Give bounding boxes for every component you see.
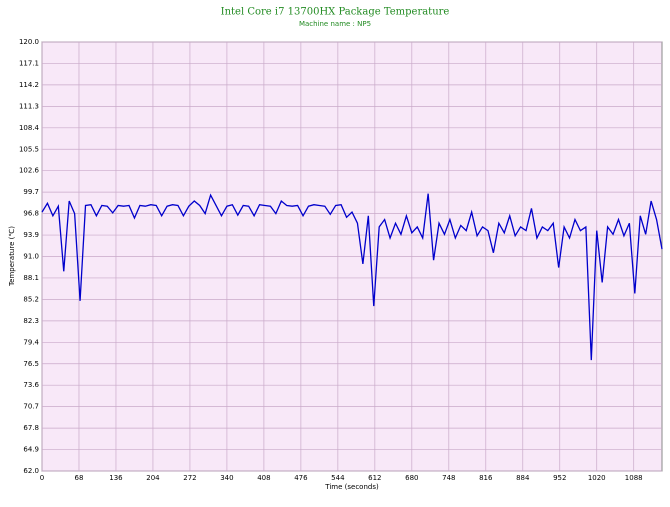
- x-tick-label: 408: [257, 474, 270, 482]
- x-tick-label: 136: [109, 474, 123, 482]
- y-tick-label: 93.9: [23, 231, 39, 239]
- y-tick-label: 91.0: [23, 253, 39, 261]
- y-tick-label: 70.7: [23, 403, 39, 411]
- x-tick-label: 1088: [625, 474, 643, 482]
- y-tick-label: 67.8: [23, 424, 39, 432]
- y-tick-label: 85.2: [23, 295, 39, 303]
- x-tick-label: 476: [294, 474, 308, 482]
- x-tick-label: 68: [75, 474, 84, 482]
- x-tick-label: 612: [368, 474, 381, 482]
- y-tick-label: 76.5: [23, 360, 39, 368]
- x-tick-label: 680: [405, 474, 418, 482]
- x-tick-label: 748: [442, 474, 455, 482]
- y-tick-label: 64.9: [23, 446, 39, 454]
- x-tick-label: 0: [40, 474, 44, 482]
- y-tick-label: 79.4: [23, 338, 39, 346]
- x-tick-label: 816: [479, 474, 493, 482]
- y-tick-label: 105.5: [19, 145, 39, 153]
- y-axis-label: Temperature (℃): [8, 226, 16, 287]
- y-tick-label: 111.3: [19, 102, 39, 110]
- y-tick-label: 117.1: [19, 59, 39, 67]
- x-axis-label: Time (seconds): [324, 483, 379, 491]
- x-tick-label: 1020: [588, 474, 606, 482]
- data-line: [41, 193, 663, 361]
- x-tick-label: 544: [331, 474, 345, 482]
- y-tick-label: 102.6: [19, 167, 40, 175]
- y-tick-label: 114.2: [19, 81, 39, 89]
- y-tick-label: 82.3: [23, 317, 39, 325]
- x-tick-label: 204: [146, 474, 160, 482]
- x-tick-label: 952: [553, 474, 566, 482]
- y-tick-label: 62.0: [23, 467, 39, 475]
- chart-subtitle: Machine name : NP5: [299, 20, 371, 28]
- y-tick-label: 88.1: [23, 274, 39, 282]
- y-tick-label: 108.4: [19, 124, 40, 132]
- x-tick-label: 340: [220, 474, 233, 482]
- x-tick-label: 272: [183, 474, 196, 482]
- y-tick-label: 96.8: [23, 210, 39, 218]
- y-tick-label: 99.7: [23, 188, 39, 196]
- y-tick-label: 73.6: [23, 381, 39, 389]
- chart-title: Intel Core i7 13700HX Package Temperatur…: [221, 7, 450, 18]
- y-tick-label: 120.0: [19, 38, 39, 46]
- x-tick-label: 884: [516, 474, 530, 482]
